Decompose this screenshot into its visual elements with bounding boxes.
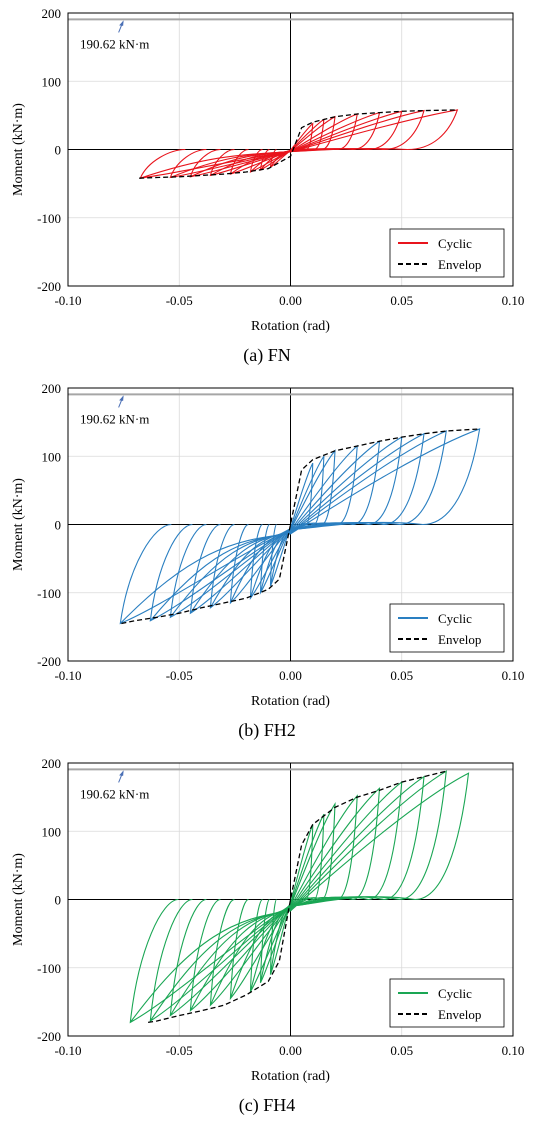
- legend-label-envelop: Envelop: [438, 257, 481, 272]
- y-tick-label: 200: [42, 6, 62, 21]
- cyclic-loop-9: [129, 772, 470, 1024]
- y-tick-label: 100: [42, 824, 62, 839]
- x-tick-label: -0.05: [166, 293, 193, 308]
- annotation-arrow-head: [119, 770, 124, 776]
- y-tick-label: 0: [55, 518, 62, 533]
- reference-label: 190.62 kN·m: [80, 411, 149, 426]
- cyclic-loop-5: [209, 440, 381, 609]
- chart-caption-fh4: (c) FH4: [238, 1095, 296, 1115]
- y-tick-label: 200: [42, 381, 62, 396]
- legend-box: [389, 603, 505, 653]
- cyclic-loop-8: [139, 109, 459, 179]
- x-tick-label: -0.05: [166, 1043, 193, 1058]
- reference-label: 190.62 kN·m: [80, 36, 149, 51]
- legend-label-envelop: Envelop: [438, 632, 481, 647]
- y-tick-label: 100: [42, 74, 62, 89]
- envelop-line: [148, 770, 447, 1023]
- legend: Cyclic Envelop: [389, 978, 505, 1028]
- plot-frame: [67, 762, 514, 1037]
- legend: Cyclic Envelop: [389, 228, 505, 278]
- y-tick-label: -100: [37, 961, 61, 976]
- chart-caption-fh2: (b) FH2: [238, 720, 296, 740]
- y-tick-label: 200: [42, 756, 62, 771]
- legend-box: [389, 978, 505, 1028]
- chart-panel-fh4: 190.62 kN·m -0.10 -0.05 0.00 0.05 0.10 -200 -10…: [0, 750, 534, 1125]
- x-tick-label: 0.10: [502, 293, 525, 308]
- x-tick-label: 0.05: [390, 293, 413, 308]
- chart-svg-fh4: 190.62 kN·m -0.10 -0.05 0.00 0.05 0.10 -200 -10…: [11, 756, 525, 1084]
- cyclic-series-group: [119, 428, 481, 625]
- x-axis-label: Rotation (rad): [251, 1069, 330, 1084]
- cyclic-loop-3: [249, 115, 336, 173]
- x-tick-label: 0.05: [390, 1043, 413, 1058]
- legend-box: [389, 228, 505, 278]
- chart-panel-fn: 190.62 kN·m -0.10 -0.05 0.00 0.05 0.10 -200 -10…: [0, 0, 534, 375]
- x-tick-label: 0.05: [390, 668, 413, 683]
- plot-frame: [67, 12, 514, 287]
- y-tick-label: -200: [37, 654, 61, 669]
- x-tick-label: 0.10: [502, 1043, 525, 1058]
- y-tick-label: -100: [37, 586, 61, 601]
- annotation-arrow-head: [119, 20, 124, 26]
- legend: Cyclic Envelop: [389, 603, 505, 653]
- annotation-arrow-head: [119, 395, 124, 401]
- cyclic-loop-6: [189, 110, 403, 178]
- cyclic-loop-9: [119, 428, 481, 625]
- x-axis-label: Rotation (rad): [251, 319, 330, 334]
- y-axis-label: Moment (kN·m): [11, 478, 26, 571]
- y-tick-label: 100: [42, 449, 62, 464]
- chart-svg-fn: 190.62 kN·m -0.10 -0.05 0.00 0.05 0.10 -200 -10…: [11, 6, 525, 334]
- y-tick-label: 0: [55, 143, 62, 158]
- x-tick-label: -0.10: [54, 293, 81, 308]
- x-tick-label: -0.05: [166, 668, 193, 683]
- y-axis-label: Moment (kN·m): [11, 853, 26, 946]
- x-tick-label: 0.10: [502, 668, 525, 683]
- cyclic-loop-4: [229, 113, 358, 175]
- x-tick-label: 0.00: [279, 1043, 302, 1058]
- chart-svg-fh2: 190.62 kN·m -0.10 -0.05 0.00 0.05 0.10 -200 -10…: [11, 381, 525, 709]
- y-tick-label: -200: [37, 279, 61, 294]
- chart-panel-fh2: 190.62 kN·m -0.10 -0.05 0.00 0.05 0.10 -200 -10…: [0, 375, 534, 750]
- y-tick-label: -100: [37, 211, 61, 226]
- x-tick-label: 0.00: [279, 668, 302, 683]
- x-axis-label: Rotation (rad): [251, 694, 330, 709]
- legend-label-envelop: Envelop: [438, 1007, 481, 1022]
- legend-label-cyclic: Cyclic: [438, 986, 472, 1001]
- x-tick-label: 0.00: [279, 293, 302, 308]
- y-tick-label: -200: [37, 1029, 61, 1044]
- legend-label-cyclic: Cyclic: [438, 611, 472, 626]
- chart-caption-fn: (a) FN: [243, 345, 291, 365]
- envelop-line: [139, 109, 458, 179]
- x-tick-label: -0.10: [54, 668, 81, 683]
- x-tick-label: -0.10: [54, 1043, 81, 1058]
- envelop-line: [121, 428, 480, 625]
- reference-label: 190.62 kN·m: [80, 786, 149, 801]
- plot-frame: [67, 387, 514, 662]
- y-tick-label: 0: [55, 893, 62, 908]
- cyclic-series-group: [139, 109, 459, 179]
- y-axis-label: Moment (kN·m): [11, 103, 26, 196]
- cyclic-loop-7: [169, 775, 425, 1017]
- legend-label-cyclic: Cyclic: [438, 236, 472, 251]
